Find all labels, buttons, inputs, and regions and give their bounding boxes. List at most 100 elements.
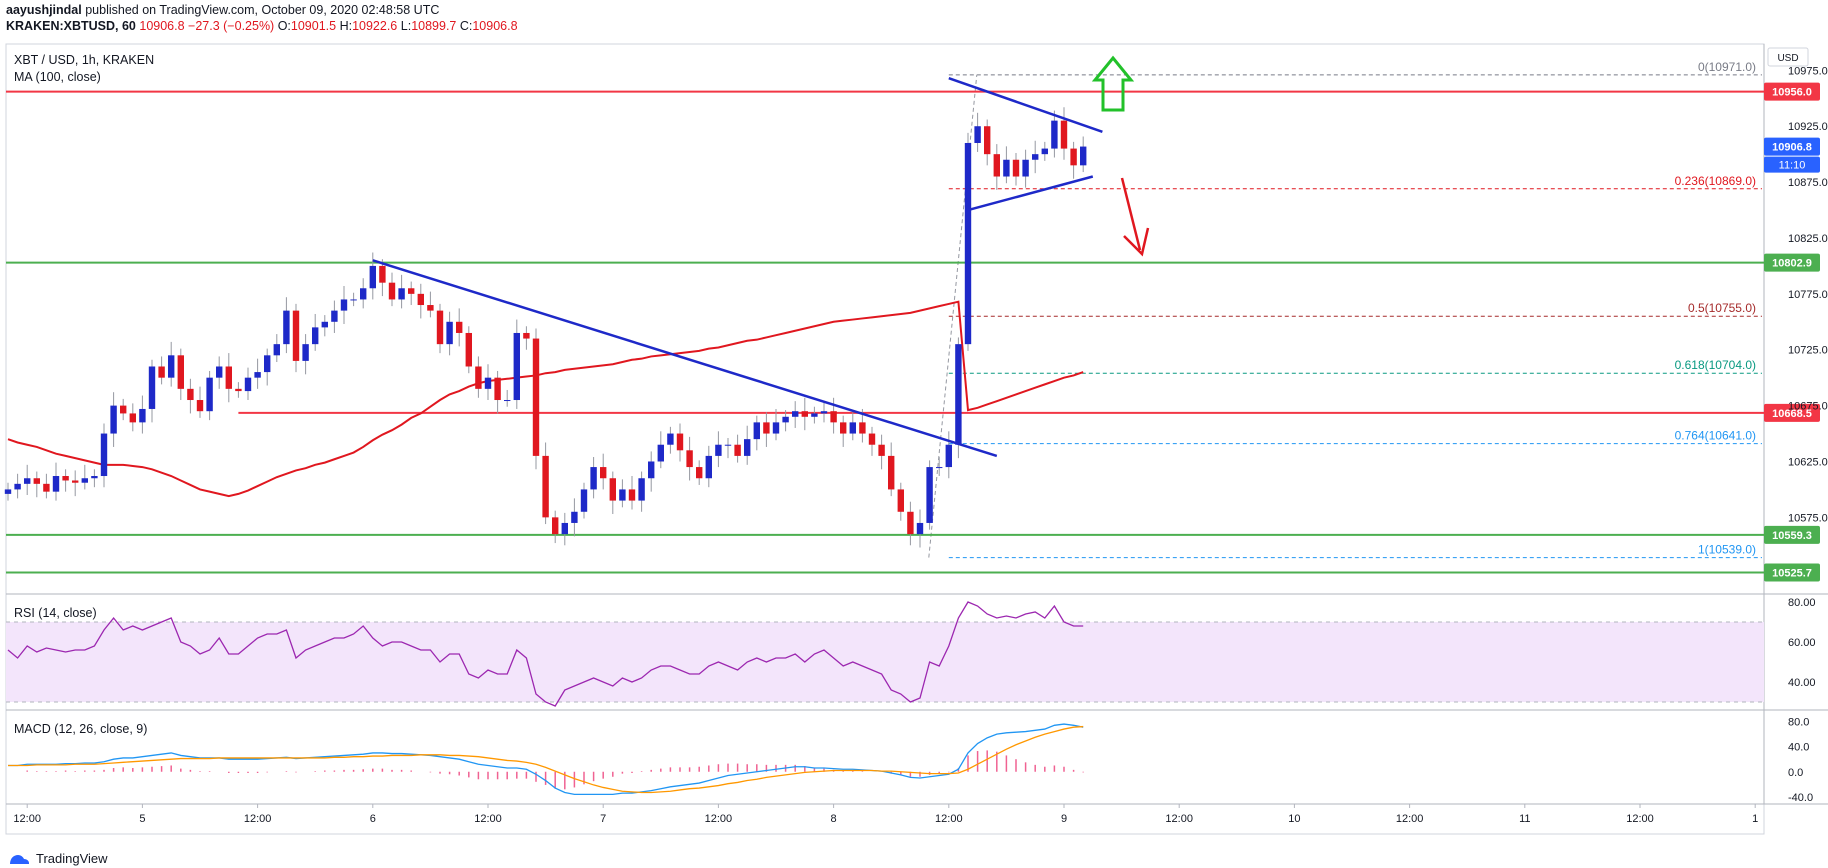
last-price: 10906.8 — [139, 19, 185, 33]
candle-down — [465, 332, 472, 367]
candle-up — [974, 126, 981, 143]
candle-up — [446, 321, 453, 345]
price-tick-label: 10975.0 — [1788, 65, 1828, 77]
candle-down — [696, 467, 703, 479]
candle-up — [321, 321, 328, 328]
candle-up — [1022, 159, 1029, 177]
candle-up — [1003, 159, 1010, 177]
footer-brand[interactable]: TradingView — [36, 851, 108, 866]
ma100-line — [7, 300, 1084, 498]
candle-down — [494, 377, 501, 401]
candle-up — [302, 344, 309, 361]
current-price-label: 10906.8 — [1772, 142, 1812, 154]
candle-down — [859, 422, 866, 434]
candle-up — [340, 299, 348, 311]
candle-down — [187, 388, 194, 401]
fib-label: 0.618(10704.0) — [1675, 358, 1756, 372]
time-tick-label: 10 — [1288, 813, 1300, 825]
candle-down — [763, 422, 770, 434]
time-tick-label: 12:00 — [1626, 813, 1654, 825]
fib-diagonal — [928, 74, 978, 558]
candle-up — [782, 416, 789, 423]
rsi-tick-label: 60.00 — [1788, 637, 1816, 649]
candle-down — [897, 489, 904, 512]
level-badge — [1764, 403, 1820, 422]
candle-down — [840, 422, 847, 434]
candle-up — [148, 366, 156, 409]
candle-down — [43, 483, 50, 492]
candle-down — [196, 400, 204, 412]
open-value: 10901.5 — [290, 19, 337, 33]
candle-down — [542, 455, 549, 518]
candle-down — [129, 413, 136, 423]
level-badge — [1764, 525, 1820, 544]
candle-up — [792, 411, 799, 417]
candle-down — [1070, 148, 1077, 166]
time-tick-label: 11 — [1519, 813, 1530, 825]
candle-up — [724, 444, 732, 446]
currency-badge — [1767, 47, 1809, 67]
candle-up — [1032, 154, 1039, 160]
candle-up — [81, 478, 88, 483]
candle-up — [264, 355, 271, 373]
candle-up — [369, 265, 376, 289]
candle-up — [4, 489, 12, 494]
candle-down — [609, 478, 616, 501]
candle-up — [100, 433, 108, 477]
macd-signal-line — [8, 725, 1084, 794]
candle-up — [648, 461, 655, 479]
price-tick-label: 10825.0 — [1788, 233, 1828, 245]
candle-down — [552, 517, 559, 535]
rsi-tick-label: 80.00 — [1788, 597, 1816, 609]
trendline — [967, 175, 1094, 212]
candle-up — [110, 405, 117, 434]
time-tick-label: 6 — [370, 813, 376, 825]
time-tick-label: 12:00 — [705, 813, 733, 825]
candle-up — [619, 489, 626, 501]
candle-down — [225, 366, 232, 389]
price-chart[interactable]: XBT / USD, 1h, KRAKEN MA (100, close) US… — [0, 0, 1828, 840]
rsi-label: RSI (14, close) — [14, 606, 97, 620]
low-value: 10899.7 — [411, 19, 457, 33]
candle-up — [91, 476, 98, 479]
candle-up — [139, 408, 146, 423]
time-tick-label: 8 — [831, 813, 837, 825]
rsi-tick-label: 40.00 — [1788, 677, 1816, 689]
price-tick-label: 10675.0 — [1788, 401, 1828, 413]
candle-up — [206, 377, 213, 412]
candle-down — [235, 388, 242, 392]
candle-down — [427, 305, 434, 311]
candle-up — [360, 288, 367, 300]
candle-up — [955, 344, 962, 445]
fib-label: 0.236(10869.0) — [1675, 174, 1756, 188]
candle-up — [1080, 146, 1087, 166]
candle-up — [513, 332, 520, 401]
candle-up — [350, 299, 357, 301]
price-change: −27.3 (−0.25%) — [188, 19, 275, 33]
candle-up — [926, 467, 933, 523]
candle-up — [820, 411, 828, 414]
candle-up — [590, 467, 597, 490]
price-tick-label: 10925.0 — [1788, 121, 1828, 133]
candle-up — [312, 327, 319, 345]
published-text: published on TradingView.com, October 09… — [85, 3, 440, 17]
candle-up — [945, 444, 952, 468]
candle-up — [772, 422, 780, 434]
candle-down — [62, 476, 69, 481]
author-name[interactable]: aayushjindal — [6, 3, 82, 17]
macd-tick-label: 40.0 — [1788, 742, 1809, 754]
macd-tick-label: 0.0 — [1788, 767, 1803, 779]
candle-up — [561, 522, 568, 535]
candle-up — [216, 366, 223, 378]
chart-header: aayushjindal published on TradingView.co… — [6, 2, 518, 34]
trendline — [372, 259, 998, 458]
trendline — [948, 76, 1103, 133]
currency-label: USD — [1777, 53, 1798, 64]
time-tick-label: 5 — [139, 813, 145, 825]
candle-down — [72, 480, 79, 483]
time-tick-label: 9 — [1061, 813, 1067, 825]
candle-up — [1041, 148, 1048, 155]
time-tick-label: 12:00 — [474, 813, 502, 825]
candle-down — [801, 411, 808, 417]
candle-down — [120, 405, 127, 414]
